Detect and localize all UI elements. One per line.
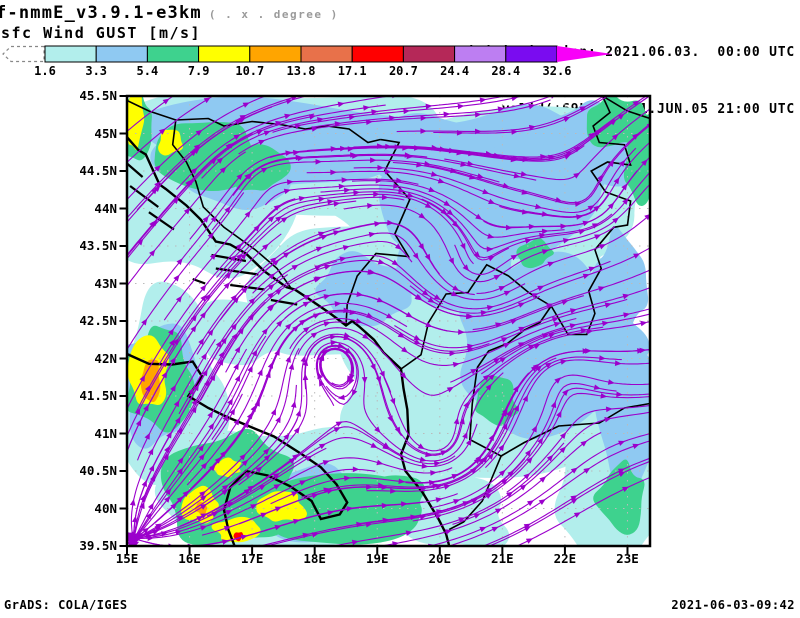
colorbar-segment	[249, 45, 302, 63]
colorbar-segment	[44, 45, 97, 63]
colorbar-level-label: 3.3	[85, 64, 108, 78]
colorbar-level-label: 1.6	[34, 64, 56, 78]
model-resolution-note: ( . x . degree )	[208, 8, 339, 21]
lat-tick-label: 42.5N	[79, 313, 117, 328]
lon-tick-label: 18E	[303, 551, 326, 566]
colorbar-level-label: 28.4	[491, 64, 521, 78]
colorbar-level-label: 24.4	[440, 64, 470, 78]
colorbar-level-label: 10.7	[235, 64, 265, 78]
lat-tick-label: 41N	[94, 425, 117, 441]
colorbar-segment	[198, 45, 251, 63]
lat-tick-label: 41.5N	[79, 388, 117, 403]
lon-tick-label: 22E	[553, 551, 577, 566]
lat-tick-label: 44.5N	[79, 163, 117, 178]
lat-tick-label: 40N	[94, 500, 117, 516]
colorbar-level-label: 5.4	[136, 64, 159, 78]
colorbar-level-label: 32.6	[542, 64, 572, 78]
creation-timestamp: 2021-06-03-09:42	[671, 598, 795, 612]
lat-tick-label: 42N	[94, 350, 117, 366]
lon-tick-label: 19E	[365, 551, 389, 566]
colorbar-segment	[300, 45, 353, 63]
colorbar-segment	[505, 45, 558, 63]
model-title: f-nmmE_v3.9.1-e3km	[0, 3, 202, 23]
colorbar-segment	[146, 45, 200, 63]
lat-tick-label: 43.5N	[79, 238, 117, 253]
lon-tick-label: 17E	[240, 551, 264, 566]
lon-tick-label: 21E	[491, 551, 514, 566]
grads-credit: GrADS: COLA/IGES	[4, 598, 128, 612]
streamlines-layer	[127, 96, 650, 546]
lon-tick-label: 20E	[428, 551, 452, 566]
map-frame	[119, 94, 652, 554]
field-title: sfc Wind GUST [m/s]	[1, 24, 202, 42]
colorbar-segment	[454, 45, 507, 63]
lat-tick-label: 39.5N	[79, 538, 117, 553]
colorbar-level-label: 13.8	[286, 64, 316, 78]
colorbar-level-label: 17.1	[337, 64, 367, 78]
colorbar-over-arrow	[557, 46, 612, 62]
lon-tick-label: 23E	[616, 551, 639, 566]
colorbar-segment	[95, 45, 148, 63]
lat-tick-label: 45.5N	[79, 88, 117, 103]
model-title-line: f-nmmE_v3.9.1-e3km ( . x . degree )	[0, 3, 339, 23]
lat-tick-label: 43N	[94, 275, 117, 291]
colorbar-under-arrow	[2, 45, 45, 63]
colorbar-level-label: 20.7	[388, 64, 418, 78]
coastline-borders-layer	[127, 96, 650, 546]
lon-tick-label: 16E	[178, 551, 201, 566]
map-canvas	[119, 94, 652, 554]
lat-tick-label: 40.5N	[79, 463, 117, 478]
lon-tick-label: 15E	[115, 551, 139, 566]
colorbar-labels: 1.6 3.3 5.4 7.9 10.7 13.8 17.1 20.7 24.4 28.4 32.6	[0, 64, 640, 78]
colorbar	[2, 45, 612, 63]
colorbar-segment	[351, 45, 404, 63]
colorbar-level-label: 7.9	[187, 64, 210, 78]
colorbar-segment	[402, 45, 456, 63]
lat-tick-label: 44N	[94, 200, 117, 216]
lat-tick-label: 45N	[94, 125, 117, 141]
